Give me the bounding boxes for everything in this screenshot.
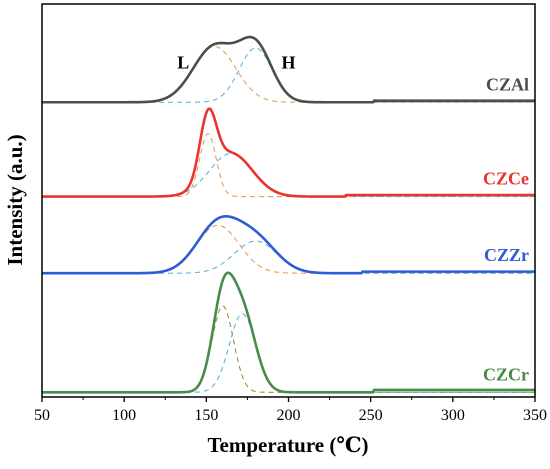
x-tick-label-350: 350 [523,407,547,424]
x-tick-label-250: 250 [359,407,383,424]
series-czal [41,35,536,104]
annotation-l: L [177,52,189,72]
series-czce [41,107,536,198]
y-axis-label: Intensity (a.u.) [3,134,27,265]
x-tick-label-300: 300 [441,407,465,424]
series-czcr [41,271,536,394]
series-label-czal: CZAl [486,74,529,94]
series-label-czce: CZCe [483,169,529,189]
curve-czcr [41,271,536,394]
curve-czzr [41,215,536,275]
x-tick-label-100: 100 [112,407,136,424]
annotation-h: H [281,52,295,72]
series-label-czcr: CZCr [483,364,529,384]
curve-czal [41,35,536,104]
x-axis-label: Temperature (℃) [207,433,368,457]
x-tick-label-50: 50 [34,407,50,424]
series-label-czzr: CZZr [484,245,529,265]
x-tick-label-200: 200 [277,407,301,424]
x-tick-label-150: 150 [194,407,218,424]
curve-czce [41,107,536,198]
series-czzr [41,215,536,275]
